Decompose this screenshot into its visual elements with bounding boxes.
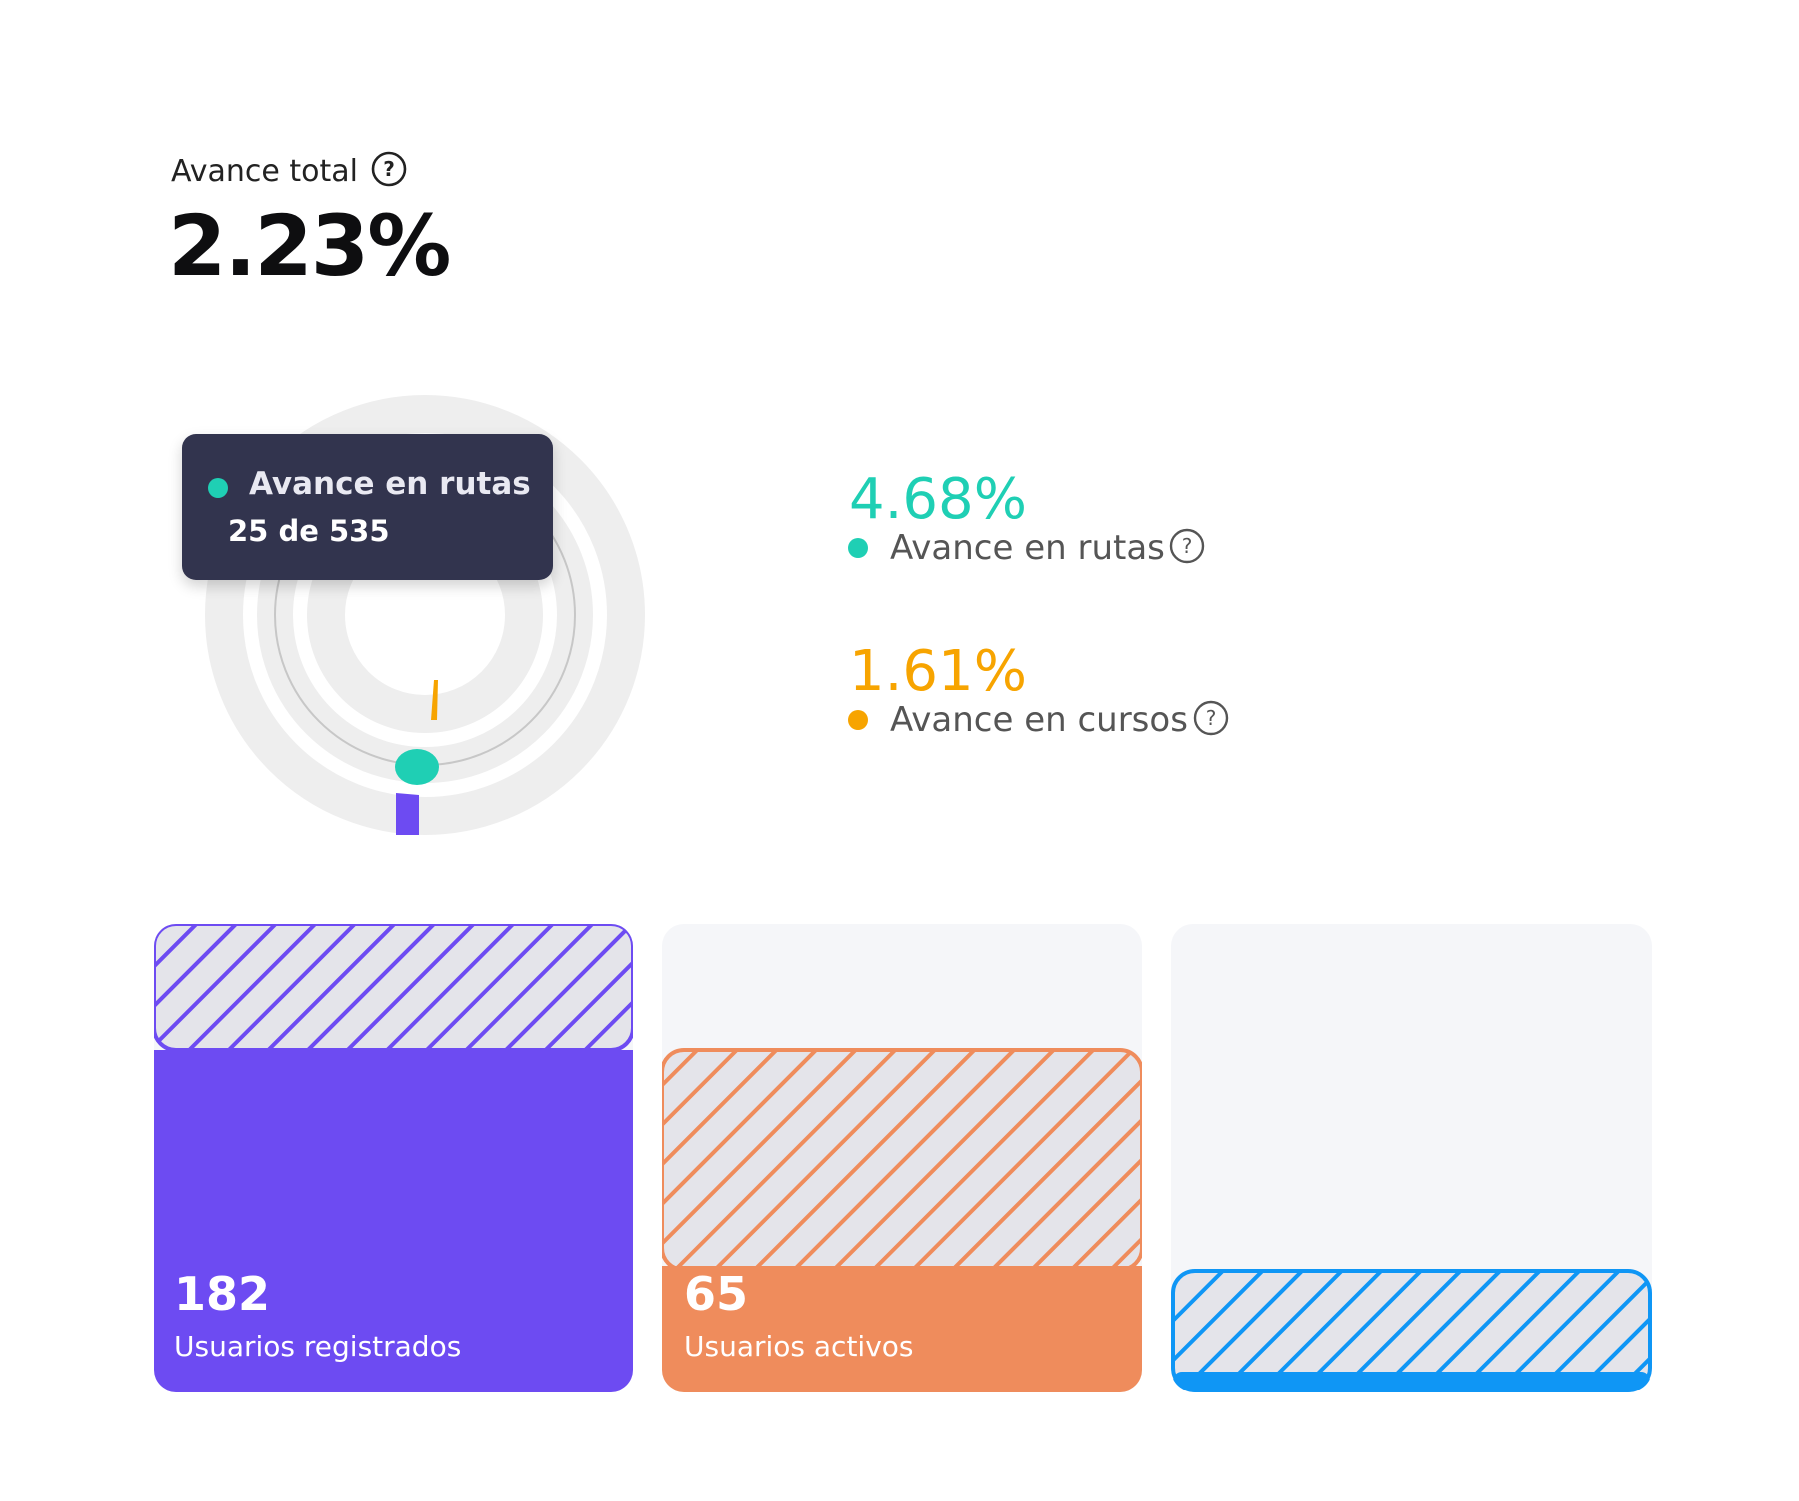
routes-progress-value: 4.68% <box>849 467 1027 532</box>
question-circle-icon[interactable]: ? <box>1192 699 1230 737</box>
tooltip-detail: 25 de 535 <box>228 514 390 548</box>
card-hatch-area <box>154 924 633 1052</box>
svg-text:?: ? <box>1182 534 1193 558</box>
active-users-card[interactable]: 65 Usuarios activos <box>662 924 1142 1392</box>
svg-text:?: ? <box>1206 706 1217 730</box>
card-hatch-area <box>662 1048 1142 1272</box>
total-progress-label: Avance total <box>171 154 359 189</box>
total-progress-segment <box>396 793 419 835</box>
routes-legend-dot <box>208 478 228 498</box>
registered-users-label: Usuarios registrados <box>174 1330 462 1363</box>
registered-users-card[interactable]: 182 Usuarios registrados <box>154 924 633 1392</box>
card-fill-bar <box>154 1050 633 1392</box>
chart-tooltip: Avance en rutas 25 de 535 <box>182 434 553 580</box>
active-users-count: 65 <box>684 1267 749 1321</box>
outer-track <box>205 395 645 835</box>
active-users-label: Usuarios activos <box>684 1330 914 1363</box>
card-fill-bar <box>1173 1372 1650 1390</box>
courses-progress-segment <box>431 680 438 720</box>
total-progress-value: 2.23% <box>168 197 451 295</box>
courses-progress-label: Avance en cursos <box>890 700 1188 740</box>
card-fill-bar <box>662 1266 1142 1392</box>
tooltip-series-label: Avance en rutas <box>249 466 531 502</box>
question-circle-icon[interactable]: ? <box>1168 527 1206 565</box>
registered-users-count: 182 <box>174 1267 271 1321</box>
courses-progress-value: 1.61% <box>849 639 1027 704</box>
third-metric-card[interactable] <box>1171 924 1652 1392</box>
courses-legend-dot <box>848 710 868 730</box>
question-circle-icon[interactable]: ? <box>370 150 408 188</box>
svg-text:?: ? <box>383 157 395 181</box>
routes-progress-segment <box>395 749 439 785</box>
routes-legend-dot <box>848 538 868 558</box>
routes-progress-label: Avance en rutas <box>890 528 1165 568</box>
